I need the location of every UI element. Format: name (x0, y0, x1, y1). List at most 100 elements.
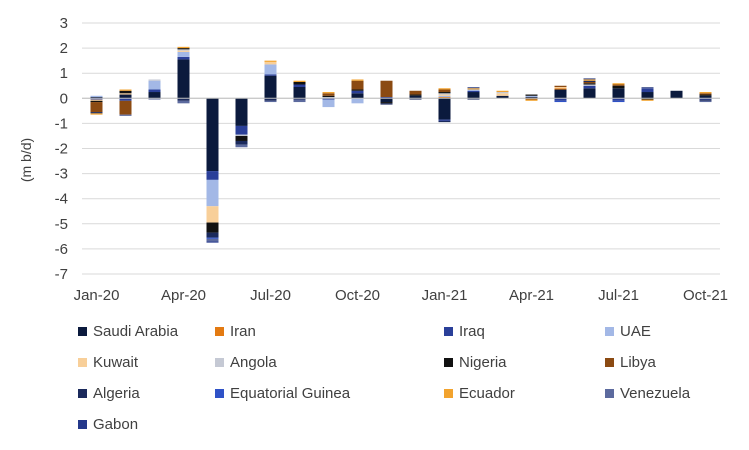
bar-segment (467, 98, 480, 100)
bar-segment (177, 51, 190, 57)
bar-segment (409, 95, 422, 99)
legend-swatch (215, 388, 224, 398)
bar-segment (206, 179, 219, 207)
bar-segment (351, 93, 364, 99)
bar-segment (525, 95, 538, 98)
bar-segment (380, 97, 393, 99)
legend-swatch (78, 357, 87, 367)
bar-segment (380, 102, 393, 104)
bar-segment (293, 87, 306, 99)
legend-swatch (605, 388, 614, 398)
bar-segment (641, 99, 654, 101)
bar-segment (206, 222, 219, 233)
legend-label: Iran (230, 322, 256, 340)
bar-segment (438, 98, 451, 120)
y-tick-label: -4 (55, 191, 68, 208)
bar-segment (612, 83, 625, 85)
bar-segment (148, 89, 161, 93)
bar-segment (699, 92, 712, 94)
bar-segment (351, 90, 364, 94)
bar-segment (90, 100, 103, 103)
bar-segment (264, 74, 277, 76)
bar-segment (322, 99, 335, 108)
bar-segment (438, 89, 451, 93)
legend-swatch (605, 357, 614, 367)
bar-segment (351, 98, 364, 104)
bar-segment (467, 90, 480, 93)
legend-label: Iraq (459, 322, 485, 340)
bar-segment (235, 125, 248, 135)
bar-segment (554, 89, 567, 99)
legend-item: Saudi Arabia (78, 320, 178, 342)
legend-item: Venezuela (605, 382, 690, 404)
bars (90, 46, 712, 243)
bar-segment (90, 97, 103, 99)
bar-segment (322, 93, 335, 96)
bar-segment (583, 85, 596, 89)
bar-segment (409, 94, 422, 96)
legend-item: Equatorial Guinea (215, 382, 350, 404)
bar-segment (641, 87, 654, 89)
bar-segment (496, 95, 509, 99)
x-tick-label: Apr-21 (509, 287, 554, 304)
bar-segment (119, 93, 132, 95)
bar-segment (583, 80, 596, 82)
bar-segment (699, 99, 712, 101)
bar-segment (670, 90, 683, 99)
bar-segment (612, 98, 625, 101)
legend-label: Kuwait (93, 353, 139, 371)
legend-item: Angola (215, 351, 277, 373)
legend-item: Gabon (78, 413, 138, 435)
y-tick-label: 3 (60, 15, 68, 32)
bar-segment (177, 50, 190, 52)
bar-segment (525, 99, 538, 101)
bar-segment (699, 94, 712, 96)
bar-segment (235, 135, 248, 141)
bar-segment (583, 84, 596, 86)
bar-segment (322, 97, 335, 99)
bar-segment (351, 79, 364, 81)
bar-segment (119, 100, 132, 115)
bar-segment (177, 100, 190, 104)
bar-segment (264, 61, 277, 65)
legend-label: Venezuela (620, 384, 691, 402)
legend-label: Ecuador (459, 384, 515, 402)
x-tick-label: Apr-20 (161, 287, 206, 304)
legend-item: Ecuador (444, 382, 515, 404)
bar-segment (699, 95, 712, 99)
legend-swatch (215, 326, 224, 336)
bar-segment (264, 64, 277, 75)
bar-segment (177, 98, 190, 101)
bar-segment (148, 98, 161, 100)
x-tick-label: Jan-21 (422, 287, 468, 304)
bar-segment (119, 98, 132, 101)
bar-segment (206, 241, 219, 243)
bar-segment (496, 90, 509, 93)
bar-segment (293, 99, 306, 103)
bar-segment (235, 140, 248, 145)
legend-label: UAE (620, 322, 651, 340)
legend-label: Libya (620, 353, 656, 371)
bar-segment (525, 98, 538, 100)
y-tick-label: 2 (60, 40, 68, 57)
bar-segment (438, 88, 451, 90)
x-tick-label: Jul-20 (250, 287, 291, 304)
bar-segment (554, 85, 567, 88)
bar-segment (699, 93, 712, 95)
bar-segment (206, 171, 219, 180)
bar-segment (554, 88, 567, 90)
bar-segment (206, 237, 219, 239)
bar-segment (583, 83, 596, 85)
bar-segment (322, 95, 335, 98)
bar-segment (90, 113, 103, 115)
bar-segment (351, 89, 364, 91)
bar-segment (177, 56, 190, 60)
bar-segment (641, 98, 654, 100)
bar-segment (612, 100, 625, 103)
legend-item: Kuwait (78, 351, 138, 373)
bar-segment (264, 100, 277, 103)
y-tick-labels: 3 2 1 0 -1 -2 -3 -4 -5 -6 -7 (55, 15, 68, 283)
bar-segment (438, 97, 451, 99)
bar-segment (235, 98, 248, 126)
bar-segment (438, 94, 451, 96)
